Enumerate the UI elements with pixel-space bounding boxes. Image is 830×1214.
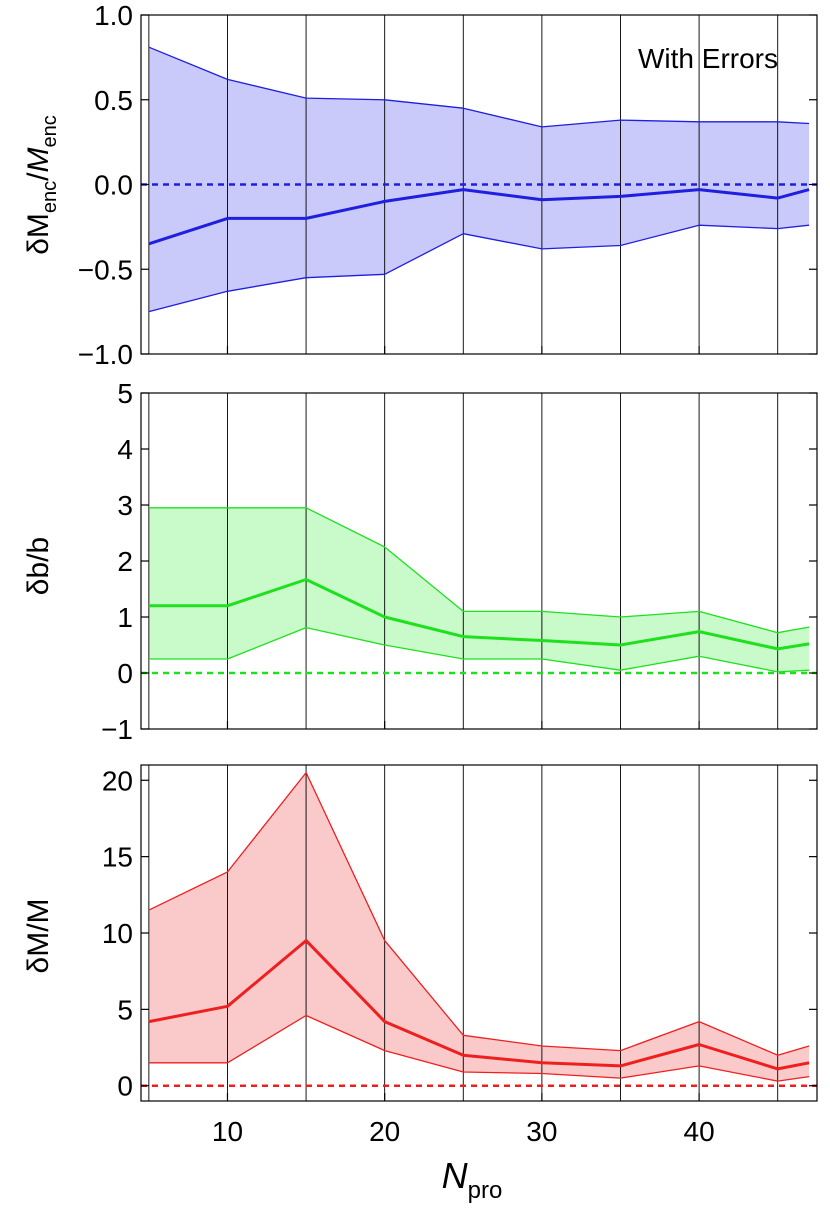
bottom-xtick-label: 20 xyxy=(369,1116,400,1147)
top-ytick-label: 1.0 xyxy=(94,0,133,31)
middle-error-band xyxy=(148,507,810,672)
bottom-ytick-label: 0 xyxy=(117,1071,133,1102)
bottom-upper-bound-line xyxy=(148,771,810,1056)
middle-ytick-label: 5 xyxy=(117,378,133,409)
x-axis-label: Npro xyxy=(442,1155,503,1204)
top-ytick-label: −0.5 xyxy=(78,254,133,285)
bottom-ytick-label: 10 xyxy=(102,918,133,949)
bottom-lower-bound-line xyxy=(148,1014,810,1082)
bottom-ytick-label: 15 xyxy=(102,842,133,873)
bottom-xtick-label: 10 xyxy=(212,1116,243,1147)
top-error-band xyxy=(148,47,810,312)
top-median-line xyxy=(148,188,810,246)
annotation-label: With Errors xyxy=(638,43,778,74)
bottom-median-line xyxy=(148,939,810,1071)
bottom-xtick-label: 30 xyxy=(526,1116,557,1147)
panel-middle: −1 0 1 2 3 4 5 xyxy=(101,378,818,745)
panel-top: −1.0 −0.5 0.0 0.5 1.0 xyxy=(78,0,818,370)
middle-upper-bound-line xyxy=(148,507,810,634)
bottom-ytick-label: 20 xyxy=(102,765,133,796)
middle-ytick-label: 1 xyxy=(117,602,133,633)
top-ytick-label: 0.5 xyxy=(94,85,133,116)
middle-ytick-label: 0 xyxy=(117,658,133,689)
bottom-ytick-label: 5 xyxy=(117,994,133,1025)
top-ytick-label: −1.0 xyxy=(78,339,133,370)
bottom-error-band xyxy=(148,772,810,1082)
middle-ylabel: δb/b xyxy=(22,537,55,595)
middle-ytick-label: −1 xyxy=(101,714,133,745)
top-ylabel-slash: / xyxy=(22,172,55,181)
top-ytick-label: 0.0 xyxy=(94,170,133,201)
panel-bottom: 0 5 10 15 20 10 20 30 40 xyxy=(102,764,818,1147)
middle-ytick-label: 3 xyxy=(117,490,133,521)
middle-median-line xyxy=(148,578,810,651)
top-lower-bound-line xyxy=(148,224,810,313)
x-axis-label-sub: pro xyxy=(468,1177,503,1204)
top-ylabel-delta-m: δM xyxy=(22,213,55,255)
middle-ytick-label: 4 xyxy=(117,434,133,465)
bottom-xtick-label: 40 xyxy=(684,1116,715,1147)
top-ylabel-sub: enc xyxy=(39,181,61,213)
top-ylabel-sub2: enc xyxy=(39,115,61,147)
middle-ytick-label: 2 xyxy=(117,546,133,577)
top-ylabel-m: M xyxy=(22,147,55,172)
x-axis-label-n: N xyxy=(442,1155,469,1196)
bottom-ylabel: δM/M xyxy=(22,898,55,973)
middle-lower-bound-line xyxy=(148,626,810,673)
top-upper-bound-line xyxy=(148,46,810,128)
top-ylabel: δMenc/Menc xyxy=(22,115,61,255)
